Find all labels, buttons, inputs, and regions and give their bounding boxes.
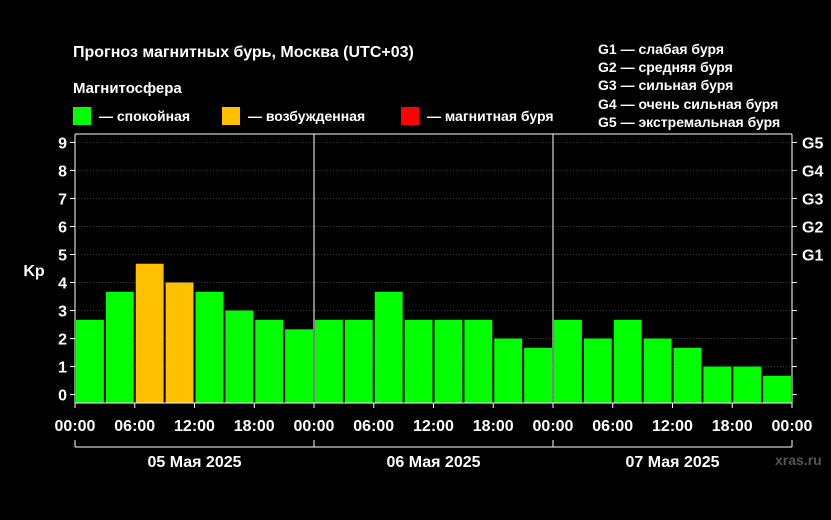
- kp-bar: [434, 319, 463, 403]
- g-scale-label: G2: [802, 219, 823, 236]
- x-tick-label: 12:00: [652, 418, 693, 435]
- kp-bar: [733, 366, 762, 403]
- kp-bar: [464, 319, 493, 403]
- kp-bar: [195, 291, 224, 403]
- legend-label-active: — возбужденная: [248, 108, 366, 124]
- kp-bar: [315, 319, 343, 403]
- kp-bar: [673, 347, 702, 403]
- kp-bar: [105, 291, 134, 403]
- y-tick-label: 9: [58, 135, 67, 152]
- kp-bar: [255, 319, 284, 403]
- kp-bar: [165, 282, 194, 403]
- chart-subtitle: Магнитосфера: [73, 80, 182, 97]
- legend-label-quiet: — спокойная: [99, 108, 191, 124]
- x-tick-label: 18:00: [473, 418, 514, 435]
- y-tick-label: 7: [58, 191, 67, 208]
- kp-bar: [225, 310, 254, 403]
- day-label: 05 Мая 2025: [147, 454, 241, 471]
- kp-bar: [76, 319, 104, 403]
- kp-bar: [404, 319, 433, 403]
- y-tick-label: 6: [58, 219, 67, 236]
- x-tick-label: 06:00: [592, 418, 633, 435]
- kp-bar: [643, 338, 672, 403]
- kp-bar: [285, 329, 313, 403]
- y-tick-label: 8: [58, 163, 67, 180]
- y-tick-label: 1: [58, 360, 67, 377]
- g-legend-item: G2 — средняя буря: [598, 59, 733, 76]
- x-tick-label: 00:00: [533, 418, 574, 435]
- g-legend-item: G3 — сильная буря: [598, 77, 734, 94]
- x-tick-label: 12:00: [174, 418, 215, 435]
- y-tick-label: 5: [58, 247, 67, 264]
- legend-item-storm: — магнитная буря: [401, 107, 554, 125]
- kp-bar: [524, 347, 552, 403]
- kp-bar: [344, 319, 373, 403]
- x-tick-label: 12:00: [413, 418, 454, 435]
- x-tick-label: 00:00: [772, 418, 813, 435]
- kp-bar: [703, 366, 732, 403]
- y-tick-label: 2: [58, 332, 67, 349]
- legend-swatch-quiet: [73, 107, 91, 125]
- kp-bar: [135, 263, 164, 403]
- g-scale-legend: G1 — слабая буря G2 — средняя буря G3 — …: [598, 40, 780, 131]
- kp-bar: [763, 375, 791, 403]
- kp-bar: [494, 338, 523, 403]
- legend-item-active: — возбужденная: [222, 107, 365, 125]
- legend-label-storm: — магнитная буря: [427, 108, 554, 124]
- g-legend-item: G1 — слабая буря: [598, 41, 725, 57]
- y-tick-label: 4: [58, 276, 67, 293]
- chart-title: Прогноз магнитных бурь, Москва (UTC+03): [73, 44, 414, 61]
- y-tick-label: 0: [58, 388, 67, 405]
- kp-bar: [374, 291, 403, 403]
- kp-bar: [554, 319, 582, 403]
- g-scale-label: G4: [802, 163, 823, 180]
- day-label: 06 Мая 2025: [386, 454, 480, 471]
- x-tick-label: 00:00: [294, 418, 335, 435]
- legend-swatch-storm: [401, 107, 419, 125]
- y-axis-title: Kp: [23, 263, 45, 280]
- g-scale-label: G1: [802, 247, 823, 264]
- g-scale-label: G5: [802, 135, 823, 152]
- y-tick-label: 3: [58, 304, 67, 321]
- watermark: xras.ru: [775, 452, 822, 468]
- day-label: 07 Мая 2025: [625, 454, 719, 471]
- x-tick-label: 06:00: [114, 418, 155, 435]
- x-tick-label: 18:00: [712, 418, 753, 435]
- kp-bar: [583, 338, 612, 403]
- g-legend-item: G5 — экстремальная буря: [598, 113, 781, 130]
- legend-item-quiet: — спокойная: [73, 107, 190, 125]
- g-legend-item: G4 — очень сильная буря: [598, 95, 779, 112]
- kp-bar: [613, 319, 642, 403]
- legend-swatch-active: [222, 107, 240, 125]
- x-tick-label: 18:00: [234, 418, 275, 435]
- x-tick-label: 00:00: [55, 418, 96, 435]
- x-tick-label: 06:00: [353, 418, 394, 435]
- g-scale-label: G3: [802, 191, 823, 208]
